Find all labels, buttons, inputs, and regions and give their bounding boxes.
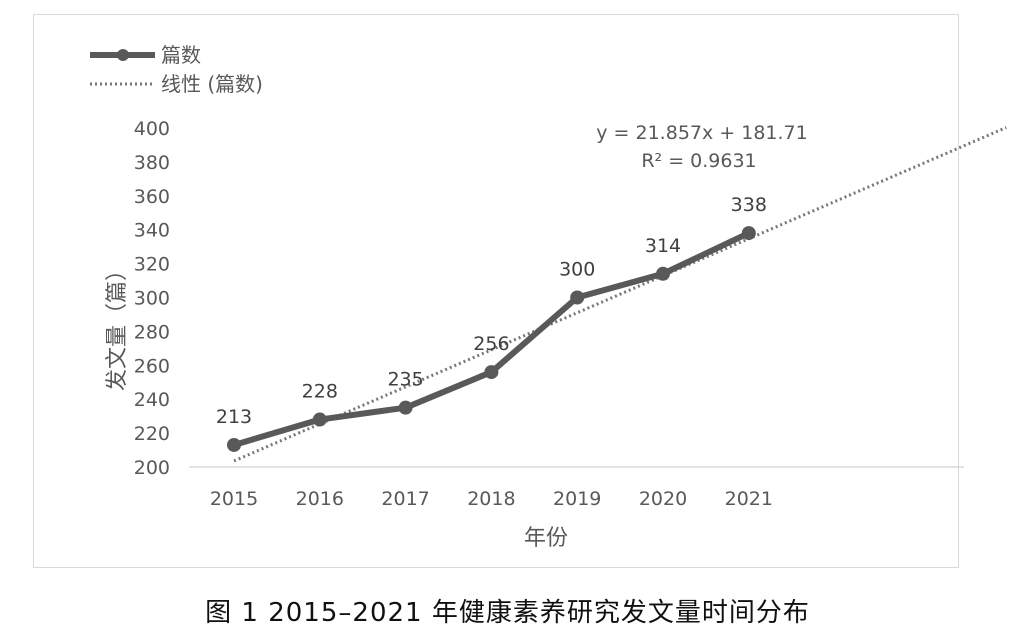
trendline-r-squared: R² = 0.9631 [641,150,756,172]
data-point [227,437,241,452]
data-point [570,290,585,305]
data-point [312,412,327,427]
y-tick-label: 220 [134,423,170,445]
legend: 篇数 线性 (篇数) [90,43,263,96]
legend-series-label: 篇数 [161,43,201,67]
y-tick-label: 340 [134,220,170,242]
data-label: 338 [731,194,767,216]
data-label: 256 [473,333,509,355]
y-tick-label: 380 [134,152,170,174]
line-chart: 篇数 线性 (篇数) 200 220 240 260 280 300 320 340 360 38… [90,43,1007,551]
x-tick-label: 2017 [381,488,429,510]
y-tick-label: 280 [134,321,170,343]
chart-frame: 篇数 线性 (篇数) 200 220 240 260 280 300 320 340 360 38… [33,14,1007,568]
y-tick-label: 360 [134,186,170,208]
y-tick-label: 400 [134,118,170,140]
x-tick-label: 2019 [553,488,601,510]
y-tick-label: 260 [134,355,170,377]
y-tick-label: 300 [134,288,170,310]
y-tick-label: 320 [134,254,170,276]
y-tick-label: 200 [134,457,170,479]
x-tick-label: 2021 [725,488,773,510]
x-tick-label: 2015 [210,488,258,510]
data-point [484,365,499,380]
data-label: 228 [302,381,338,403]
legend-trendline-label: 线性 (篇数) [161,72,263,96]
data-label: 300 [559,259,595,281]
data-label: 213 [216,406,252,428]
data-point [398,400,413,415]
x-tick-label: 2020 [639,488,687,510]
y-axis-title: 发文量（篇） [105,259,130,391]
trendline [233,126,1007,463]
data-label: 314 [645,235,681,257]
data-label: 235 [387,369,423,391]
trendline-equation: y = 21.857x + 181.71 [596,122,807,144]
x-axis-title: 年份 [524,526,568,551]
x-tick-label: 2016 [296,488,344,510]
data-point [656,266,670,281]
legend-series-marker [117,49,129,61]
data-point [741,226,756,241]
x-tick-label: 2018 [467,488,515,510]
figure-caption: 图 1 2015–2021 年健康素养研究发文量时间分布 [205,598,810,628]
y-tick-label: 240 [134,389,170,411]
